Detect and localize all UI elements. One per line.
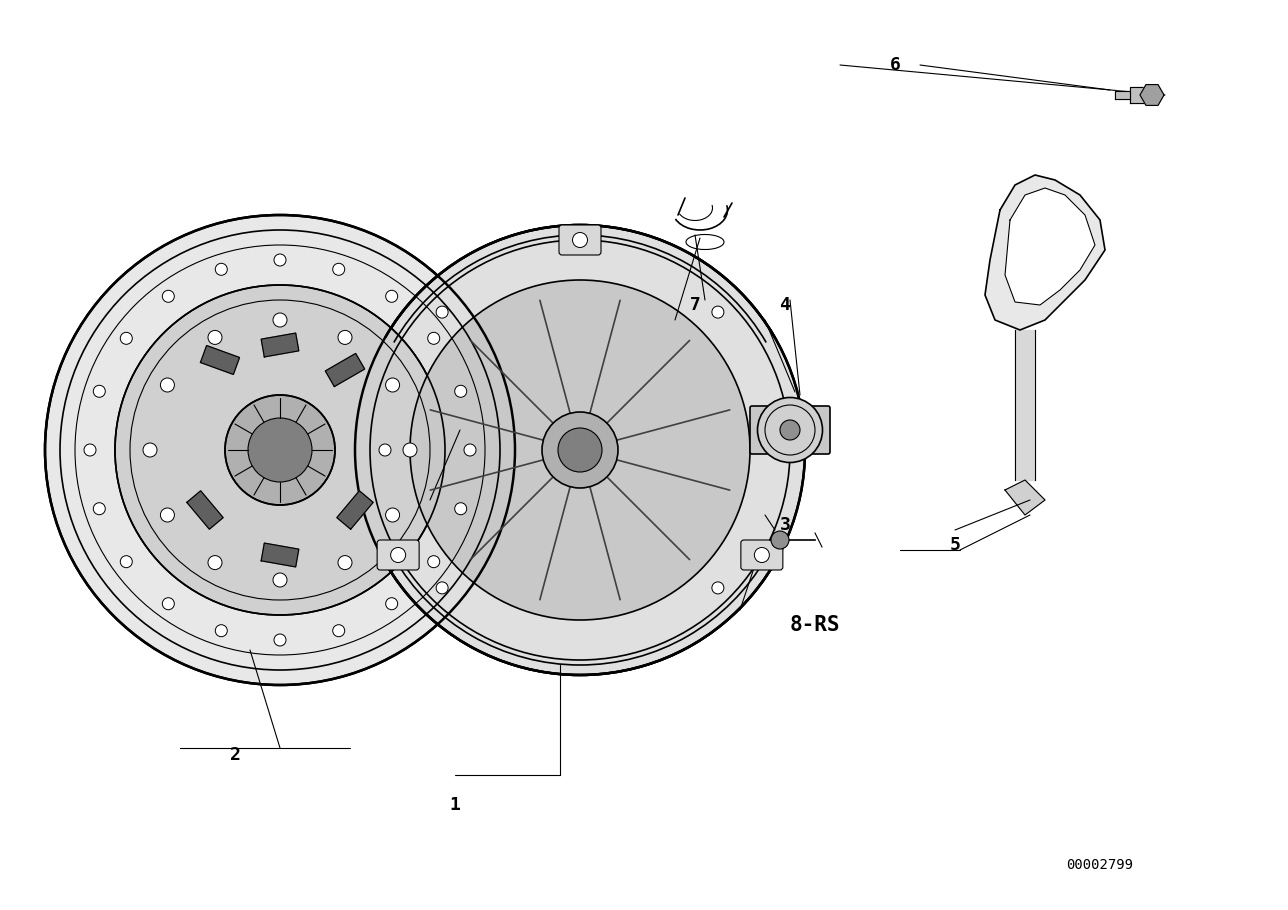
FancyBboxPatch shape <box>559 225 601 255</box>
Circle shape <box>274 254 286 266</box>
Circle shape <box>455 385 466 398</box>
Circle shape <box>337 556 352 570</box>
Circle shape <box>542 412 618 488</box>
Circle shape <box>84 444 97 456</box>
Text: 7: 7 <box>689 296 701 314</box>
Circle shape <box>162 290 174 302</box>
Circle shape <box>225 395 335 505</box>
Circle shape <box>558 428 601 472</box>
Circle shape <box>464 444 477 456</box>
Polygon shape <box>1115 91 1130 99</box>
Circle shape <box>120 556 133 568</box>
Circle shape <box>428 556 439 568</box>
FancyBboxPatch shape <box>741 540 783 570</box>
Polygon shape <box>1140 85 1164 106</box>
Circle shape <box>207 330 222 344</box>
Circle shape <box>437 306 448 318</box>
Text: 6: 6 <box>890 56 900 74</box>
Text: 3: 3 <box>779 516 791 534</box>
Circle shape <box>385 290 398 302</box>
Circle shape <box>93 385 106 398</box>
Circle shape <box>162 598 174 610</box>
FancyBboxPatch shape <box>377 540 419 570</box>
Circle shape <box>337 330 352 344</box>
Circle shape <box>437 581 448 594</box>
Ellipse shape <box>781 420 800 440</box>
Text: 1: 1 <box>450 796 460 814</box>
Circle shape <box>572 232 587 248</box>
FancyBboxPatch shape <box>750 406 829 454</box>
Circle shape <box>332 263 345 276</box>
Circle shape <box>390 548 406 562</box>
Circle shape <box>332 624 345 637</box>
Circle shape <box>93 502 106 515</box>
Circle shape <box>385 378 399 392</box>
Circle shape <box>410 280 750 620</box>
Text: 5: 5 <box>949 536 961 554</box>
Polygon shape <box>1005 480 1045 515</box>
Circle shape <box>215 624 227 637</box>
Circle shape <box>769 444 781 456</box>
Circle shape <box>355 225 805 675</box>
Polygon shape <box>201 346 240 374</box>
Circle shape <box>455 502 466 515</box>
Polygon shape <box>1005 188 1095 305</box>
Text: 2: 2 <box>229 746 241 764</box>
Circle shape <box>385 598 398 610</box>
Circle shape <box>385 508 399 522</box>
Circle shape <box>120 332 133 344</box>
Circle shape <box>273 573 287 587</box>
Text: 8-RS: 8-RS <box>790 615 840 635</box>
Circle shape <box>274 634 286 646</box>
Circle shape <box>379 444 392 456</box>
Circle shape <box>428 332 439 344</box>
Polygon shape <box>187 490 223 530</box>
Circle shape <box>143 443 157 457</box>
Circle shape <box>249 418 312 482</box>
Circle shape <box>712 306 724 318</box>
Polygon shape <box>326 353 365 387</box>
Circle shape <box>45 215 515 685</box>
Circle shape <box>161 508 174 522</box>
Circle shape <box>755 548 769 562</box>
Polygon shape <box>261 333 299 357</box>
Polygon shape <box>985 175 1105 330</box>
Circle shape <box>772 531 790 549</box>
Circle shape <box>215 263 227 276</box>
Circle shape <box>207 556 222 570</box>
Polygon shape <box>337 490 374 530</box>
Polygon shape <box>1015 330 1036 480</box>
Polygon shape <box>1130 87 1151 103</box>
Circle shape <box>161 378 174 392</box>
Circle shape <box>403 443 417 457</box>
Circle shape <box>712 581 724 594</box>
Text: 00002799: 00002799 <box>1066 858 1133 872</box>
Polygon shape <box>261 543 299 567</box>
Circle shape <box>273 313 287 327</box>
Ellipse shape <box>757 398 823 462</box>
Circle shape <box>115 285 444 615</box>
Text: 4: 4 <box>779 296 791 314</box>
